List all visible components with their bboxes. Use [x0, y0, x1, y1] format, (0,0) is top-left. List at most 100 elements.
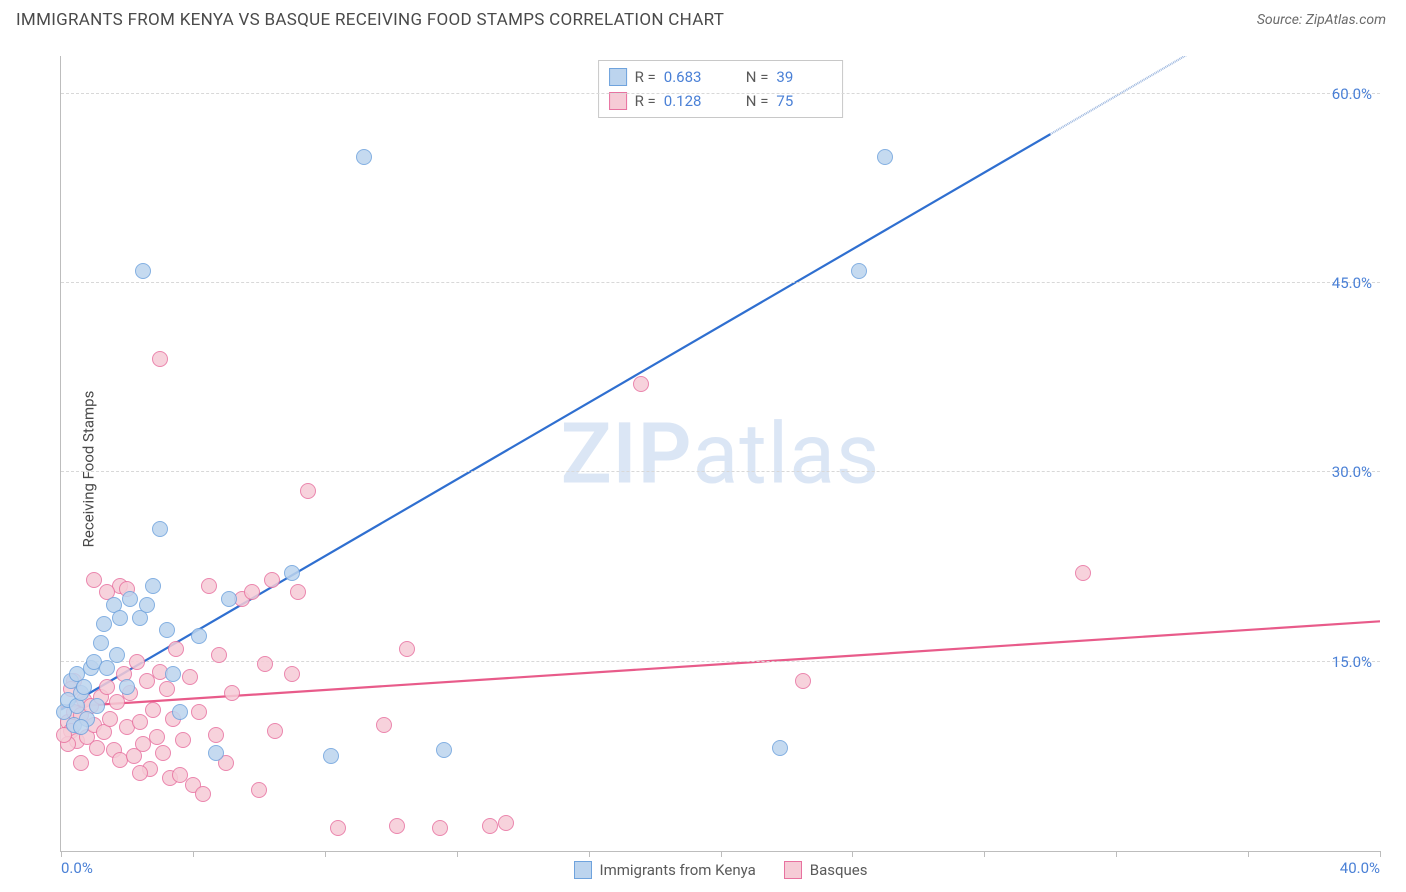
- scatter-point-basques: [389, 818, 405, 834]
- scatter-point-kenya: [284, 565, 300, 581]
- scatter-point-basques: [290, 584, 306, 600]
- scatter-point-basques: [257, 656, 273, 672]
- y-tick-label: 45.0%: [1332, 274, 1372, 292]
- x-tick: [852, 851, 853, 857]
- scatter-point-kenya: [221, 591, 237, 607]
- scatter-point-kenya: [208, 745, 224, 761]
- gridline-h: [61, 93, 1380, 94]
- r-label: R =: [635, 65, 656, 89]
- source-prefix: Source:: [1257, 12, 1306, 28]
- n-value-kenya: 39: [776, 65, 826, 89]
- scatter-point-kenya: [119, 679, 135, 695]
- gridline-h: [61, 282, 1380, 283]
- scatter-point-kenya: [109, 647, 125, 663]
- watermark: ZIPatlas: [561, 404, 881, 503]
- scatter-point-kenya: [139, 597, 155, 613]
- scatter-point-basques: [482, 818, 498, 834]
- scatter-point-basques: [159, 681, 175, 697]
- legend-label-basques: Basques: [810, 861, 868, 879]
- scatter-point-basques: [152, 351, 168, 367]
- scatter-point-basques: [251, 782, 267, 798]
- scatter-point-basques: [633, 376, 649, 392]
- r-value-kenya: 0.683: [664, 65, 714, 89]
- scatter-point-basques: [191, 704, 207, 720]
- legend-item-kenya: Immigrants from Kenya: [574, 861, 756, 879]
- scatter-point-kenya: [436, 742, 452, 758]
- plot-area: ZIPatlas R = 0.683 N = 39 R = 0.128 N = …: [60, 56, 1380, 852]
- x-tick: [61, 851, 62, 857]
- swatch-kenya: [574, 861, 592, 879]
- series-legend: Immigrants from Kenya Basques: [574, 861, 868, 879]
- scatter-point-basques: [96, 724, 112, 740]
- scatter-point-kenya: [135, 263, 151, 279]
- source-name: ZipAtlas.com: [1306, 12, 1386, 28]
- watermark-zip: ZIP: [561, 404, 693, 503]
- scatter-point-basques: [172, 767, 188, 783]
- scatter-point-basques: [1075, 565, 1091, 581]
- scatter-point-kenya: [851, 263, 867, 279]
- correlation-legend: R = 0.683 N = 39 R = 0.128 N = 75: [598, 60, 844, 118]
- n-label: N =: [746, 65, 769, 89]
- scatter-point-basques: [224, 685, 240, 701]
- scatter-point-basques: [86, 572, 102, 588]
- scatter-point-kenya: [145, 578, 161, 594]
- swatch-basques: [609, 92, 627, 110]
- scatter-point-kenya: [93, 635, 109, 651]
- chart-container: Receiving Food Stamps ZIPatlas R = 0.683…: [16, 46, 1386, 892]
- source-attribution: Source: ZipAtlas.com: [1257, 12, 1386, 28]
- scatter-point-kenya: [323, 748, 339, 764]
- scatter-point-basques: [208, 727, 224, 743]
- scatter-point-basques: [132, 714, 148, 730]
- swatch-kenya: [609, 68, 627, 86]
- scatter-point-basques: [149, 729, 165, 745]
- scatter-point-basques: [99, 679, 115, 695]
- scatter-point-kenya: [772, 740, 788, 756]
- scatter-point-kenya: [73, 719, 89, 735]
- scatter-point-kenya: [76, 679, 92, 695]
- scatter-point-basques: [132, 765, 148, 781]
- chart-header: IMMIGRANTS FROM KENYA VS BASQUE RECEIVIN…: [0, 0, 1406, 36]
- scatter-point-basques: [795, 673, 811, 689]
- scatter-point-basques: [267, 723, 283, 739]
- scatter-point-basques: [244, 584, 260, 600]
- scatter-point-kenya: [877, 149, 893, 165]
- scatter-point-basques: [264, 572, 280, 588]
- y-tick-label: 60.0%: [1332, 85, 1372, 103]
- legend-label-kenya: Immigrants from Kenya: [600, 861, 756, 879]
- scatter-point-basques: [201, 578, 217, 594]
- scatter-point-basques: [330, 820, 346, 836]
- x-tick-label: 40.0%: [1340, 859, 1380, 877]
- scatter-point-basques: [211, 647, 227, 663]
- scatter-point-kenya: [89, 698, 105, 714]
- scatter-point-basques: [102, 711, 118, 727]
- scatter-point-basques: [145, 702, 161, 718]
- scatter-point-basques: [168, 641, 184, 657]
- x-tick: [1248, 851, 1249, 857]
- trend-lines: [61, 56, 1380, 851]
- swatch-basques: [784, 861, 802, 879]
- scatter-point-kenya: [159, 622, 175, 638]
- scatter-point-kenya: [172, 704, 188, 720]
- scatter-point-basques: [432, 820, 448, 836]
- x-tick: [193, 851, 194, 857]
- scatter-point-basques: [73, 755, 89, 771]
- scatter-point-basques: [155, 745, 171, 761]
- scatter-point-basques: [89, 740, 105, 756]
- scatter-point-kenya: [165, 666, 181, 682]
- x-tick-label: 0.0%: [61, 859, 93, 877]
- y-tick-label: 30.0%: [1332, 463, 1372, 481]
- scatter-point-basques: [175, 732, 191, 748]
- x-tick: [984, 851, 985, 857]
- scatter-point-kenya: [96, 616, 112, 632]
- x-tick: [589, 851, 590, 857]
- scatter-point-basques: [498, 815, 514, 831]
- watermark-atlas: atlas: [693, 404, 881, 503]
- x-tick: [721, 851, 722, 857]
- scatter-point-basques: [182, 669, 198, 685]
- y-tick-label: 15.0%: [1332, 653, 1372, 671]
- correlation-row-kenya: R = 0.683 N = 39: [609, 65, 827, 89]
- chart-title: IMMIGRANTS FROM KENYA VS BASQUE RECEIVIN…: [16, 10, 724, 30]
- x-tick: [325, 851, 326, 857]
- scatter-point-kenya: [112, 610, 128, 626]
- x-tick: [457, 851, 458, 857]
